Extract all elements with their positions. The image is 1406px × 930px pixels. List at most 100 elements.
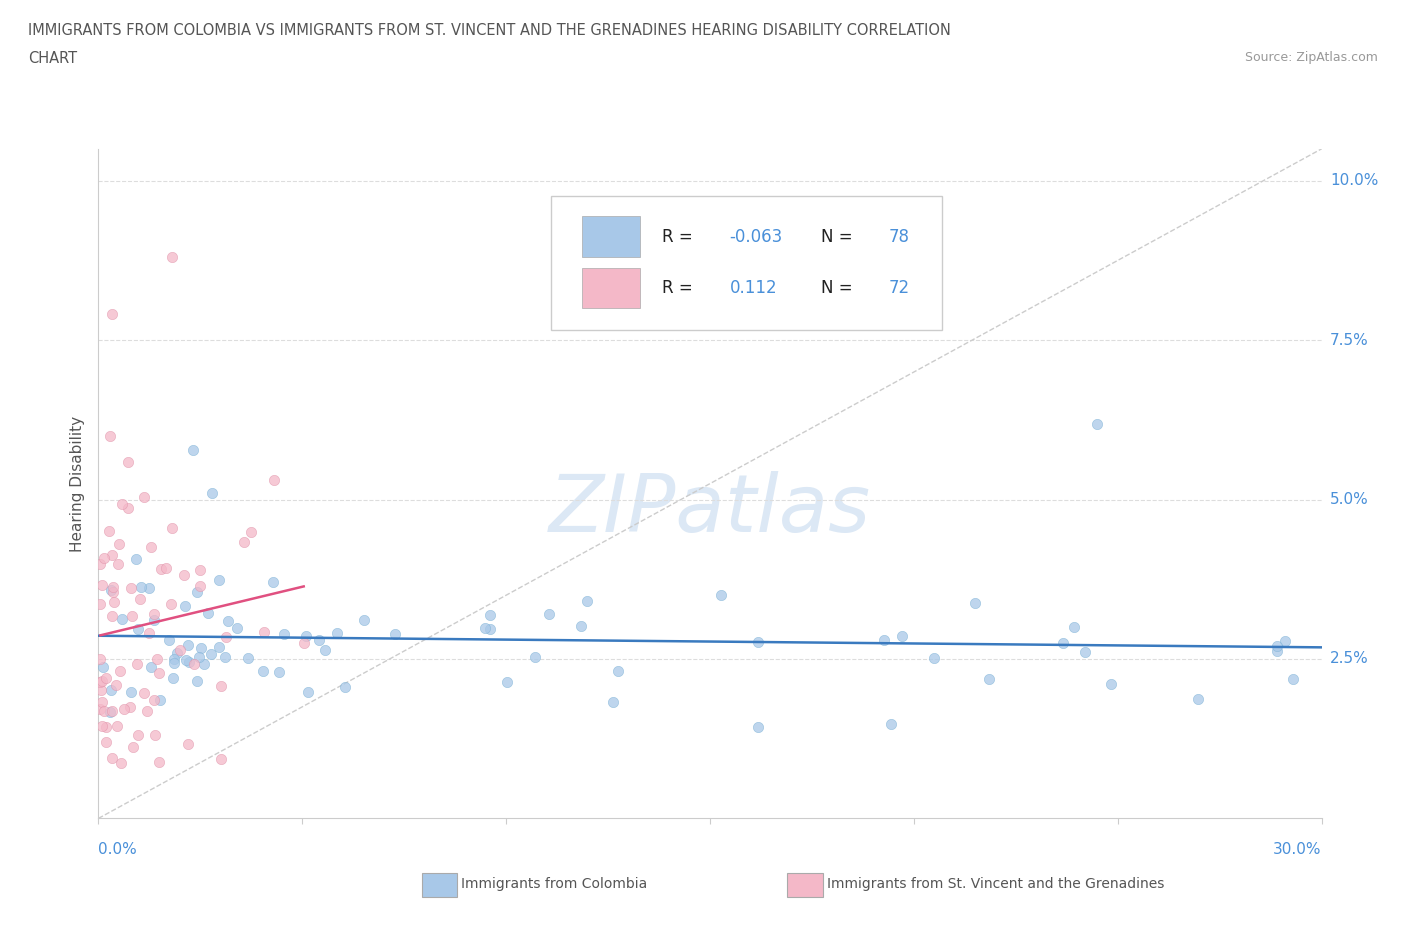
Text: 78: 78	[889, 228, 910, 246]
Point	[314, 643, 336, 658]
Point	[1073, 644, 1095, 659]
Point	[96, 671, 118, 685]
Point	[226, 620, 249, 635]
Point	[263, 473, 285, 488]
Point	[181, 442, 204, 457]
Point	[108, 663, 131, 678]
Text: Immigrants from Colombia: Immigrants from Colombia	[461, 877, 647, 892]
Point	[107, 557, 129, 572]
Point	[208, 572, 231, 587]
Point	[148, 754, 170, 769]
Point	[979, 671, 1001, 686]
Point	[208, 639, 231, 654]
Point	[91, 659, 114, 674]
Point	[110, 756, 132, 771]
Point	[1282, 671, 1305, 686]
Point	[128, 591, 150, 606]
Point	[1099, 676, 1122, 691]
Point	[89, 674, 111, 689]
Point	[209, 751, 232, 766]
Point	[326, 625, 349, 640]
Text: 0.112: 0.112	[730, 279, 778, 298]
Point	[215, 630, 238, 644]
Point	[89, 652, 111, 667]
Point	[747, 719, 769, 734]
Point	[252, 625, 274, 640]
Point	[1274, 633, 1296, 648]
Point	[94, 719, 117, 734]
Point	[188, 579, 211, 594]
Text: ZIPatlas: ZIPatlas	[548, 472, 872, 550]
Point	[91, 673, 114, 688]
Point	[384, 627, 406, 642]
Point	[174, 598, 197, 613]
Point	[177, 637, 200, 652]
Text: 72: 72	[889, 279, 910, 298]
Point	[173, 567, 195, 582]
Point	[891, 628, 914, 643]
Point	[143, 693, 166, 708]
Point	[108, 537, 131, 551]
Point	[100, 583, 122, 598]
Y-axis label: Hearing Disability: Hearing Disability	[70, 416, 86, 551]
Point	[111, 497, 134, 512]
Point	[120, 580, 142, 595]
Point	[217, 614, 239, 629]
FancyBboxPatch shape	[582, 268, 640, 309]
Point	[159, 632, 181, 647]
Point	[127, 728, 149, 743]
Point	[308, 633, 330, 648]
Point	[90, 578, 112, 592]
Text: IMMIGRANTS FROM COLOMBIA VS IMMIGRANTS FROM ST. VINCENT AND THE GRENADINES HEARI: IMMIGRANTS FROM COLOMBIA VS IMMIGRANTS F…	[28, 23, 950, 38]
Text: 10.0%: 10.0%	[1330, 173, 1378, 188]
Point	[121, 609, 143, 624]
Point	[188, 563, 211, 578]
Point	[177, 737, 200, 751]
Point	[101, 579, 124, 594]
Point	[187, 649, 209, 664]
Point	[93, 704, 115, 719]
Point	[965, 595, 987, 610]
Point	[873, 632, 896, 647]
Point	[239, 525, 262, 539]
Text: 5.0%: 5.0%	[1330, 492, 1368, 507]
Point	[292, 636, 315, 651]
Point	[136, 704, 159, 719]
Point	[294, 629, 316, 644]
Text: 0.0%: 0.0%	[98, 842, 138, 857]
Point	[190, 641, 212, 656]
Point	[98, 705, 121, 720]
Point	[474, 620, 496, 635]
Point	[160, 521, 183, 536]
Point	[602, 694, 624, 709]
Point	[139, 540, 162, 555]
Point	[139, 659, 162, 674]
Point	[132, 685, 155, 700]
Point	[166, 645, 188, 660]
Point	[1063, 619, 1085, 634]
Point	[90, 683, 112, 698]
Point	[169, 643, 191, 658]
Point	[177, 655, 200, 670]
Point	[155, 561, 177, 576]
Point	[100, 751, 122, 765]
Point	[122, 739, 145, 754]
Text: -0.063: -0.063	[730, 228, 783, 246]
Point	[186, 673, 208, 688]
Point	[100, 306, 122, 321]
Text: N =: N =	[821, 228, 858, 246]
Point	[606, 664, 628, 679]
Point	[120, 699, 142, 714]
Point	[89, 596, 111, 611]
Text: Immigrants from St. Vincent and the Grenadines: Immigrants from St. Vincent and the Gren…	[827, 877, 1164, 892]
Point	[710, 588, 733, 603]
Point	[148, 666, 170, 681]
Point	[125, 551, 148, 566]
Text: R =: R =	[662, 228, 699, 246]
Point	[922, 650, 945, 665]
Point	[353, 613, 375, 628]
Point	[262, 574, 284, 589]
Point	[89, 702, 111, 717]
Text: 7.5%: 7.5%	[1330, 333, 1368, 348]
Point	[233, 535, 256, 550]
